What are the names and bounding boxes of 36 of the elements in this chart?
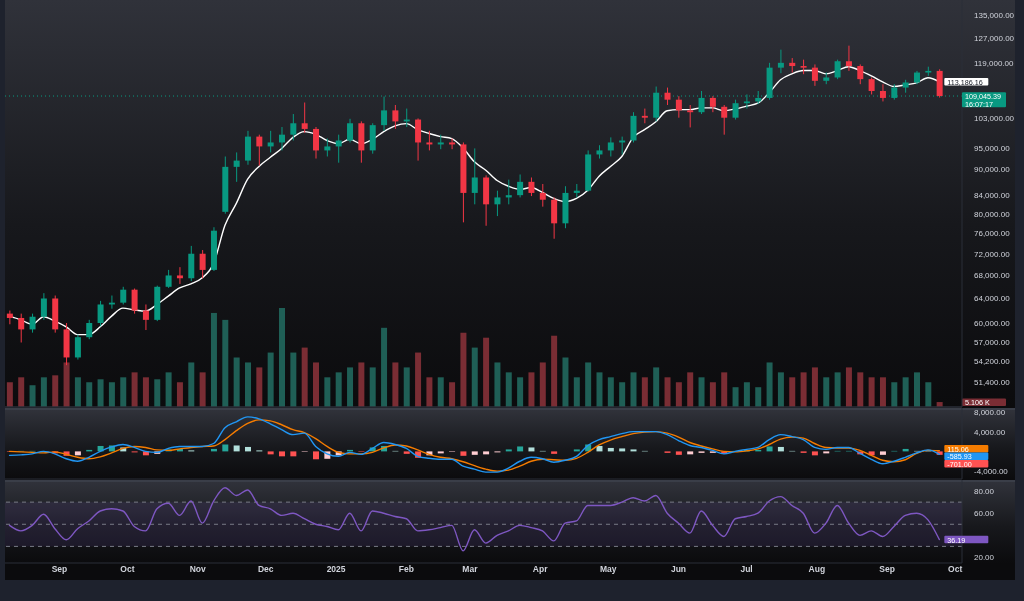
y-tick-label: 135,000.00 bbox=[974, 10, 1015, 20]
y-tick-label: 54,200.00 bbox=[974, 357, 1011, 367]
x-tick-label: Feb bbox=[398, 564, 414, 575]
y-tick-label: 64,000.00 bbox=[974, 294, 1011, 304]
y-tick-label: 119,000.00 bbox=[974, 58, 1014, 68]
y-tick-label: 60,000.00 bbox=[974, 318, 1011, 328]
x-tick-label: 2025 bbox=[326, 564, 346, 575]
x-tick-label: Oct bbox=[120, 564, 135, 575]
y-tick-label: 57,000.00 bbox=[974, 338, 1011, 348]
x-tick-label: Dec bbox=[258, 564, 274, 575]
y-tick-label: 76,000.00 bbox=[974, 229, 1011, 239]
y-tick-label: 20.00 bbox=[974, 553, 995, 563]
y-tick-label: 90,000.00 bbox=[974, 164, 1011, 174]
x-tick-label: Sep bbox=[879, 564, 895, 575]
y-tick-label: 103,000.00 bbox=[974, 113, 1015, 123]
x-tick-label: May bbox=[599, 564, 617, 575]
y-tick-label: 68,000.00 bbox=[974, 271, 1011, 281]
y-tick-label: 84,000.00 bbox=[974, 191, 1011, 201]
x-tick-label: Aug bbox=[808, 564, 826, 575]
y-tick-label: 95,000.00 bbox=[974, 144, 1011, 154]
x-tick-label: Sep bbox=[51, 564, 68, 575]
y-tick-label: 4,000.00 bbox=[974, 427, 1006, 437]
y-tick-label: 80,000.00 bbox=[974, 209, 1011, 219]
y-tick-label: 72,000.00 bbox=[974, 249, 1011, 259]
x-tick-label: Jun bbox=[670, 564, 687, 575]
y-tick-label: 127,000.00 bbox=[974, 33, 1015, 43]
x-tick-label: Nov bbox=[189, 564, 207, 575]
y-tick-label: -4,000.00 bbox=[974, 466, 1009, 476]
y-tick-label: 8,000.00 bbox=[974, 407, 1006, 417]
x-tick-label: Mar bbox=[462, 564, 479, 575]
x-tick-label: Apr bbox=[532, 564, 549, 575]
y-tick-label: 60.00 bbox=[974, 509, 995, 519]
y-tick-label: 51,400.00 bbox=[974, 377, 1011, 387]
x-tick-label: Jul bbox=[740, 564, 753, 575]
y-tick-label: 80.00 bbox=[974, 486, 995, 496]
x-tick-label: Oct bbox=[948, 564, 963, 575]
